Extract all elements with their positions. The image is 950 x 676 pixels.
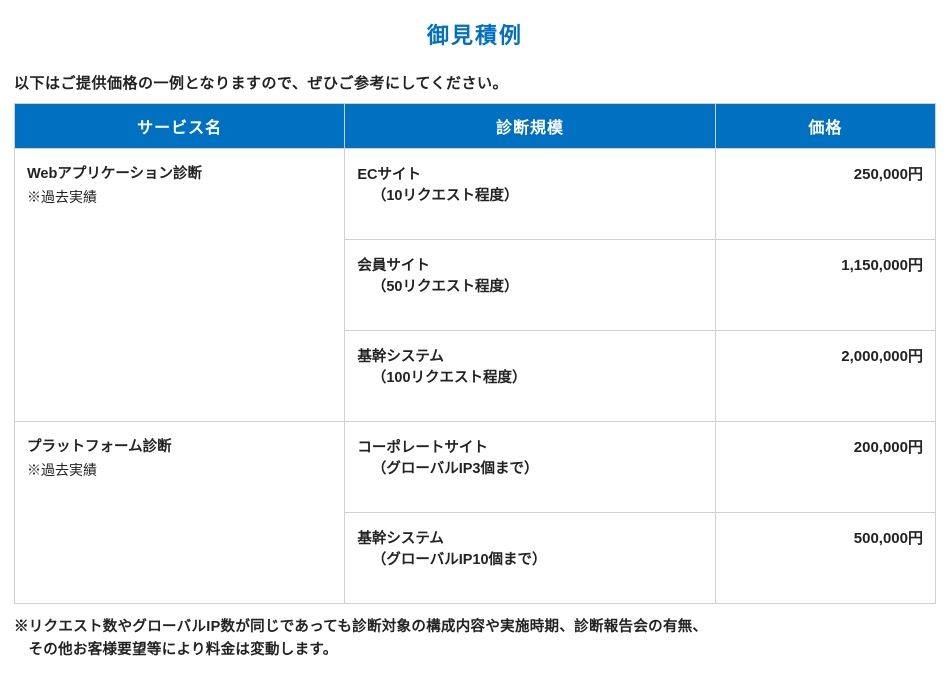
scale-line1: 会員サイト	[357, 254, 702, 275]
price-cell: 2,000,000円	[715, 331, 935, 422]
footnote-line2: その他お客様要望等により料金は変動します。	[14, 642, 338, 658]
price-cell: 250,000円	[715, 149, 935, 240]
col-header-scale: 診断規模	[345, 104, 715, 149]
scale-cell: 会員サイト （50リクエスト程度）	[345, 240, 715, 331]
service-name: Webアプリケーション診断	[27, 166, 202, 182]
scale-cell: 基幹システム （100リクエスト程度）	[345, 331, 715, 422]
scale-line2: （50リクエスト程度）	[357, 275, 702, 296]
pricing-table: サービス名 診断規模 価格 Webアプリケーション診断 ※過去実績 ECサイト …	[14, 103, 936, 604]
table-header-row: サービス名 診断規模 価格	[15, 104, 936, 149]
scale-line2: （グローバルIP10個まで）	[357, 548, 702, 569]
scale-line1: コーポレートサイト	[357, 436, 702, 457]
service-cell: プラットフォーム診断 ※過去実績	[15, 422, 345, 604]
service-name: プラットフォーム診断	[27, 439, 172, 455]
scale-line1: 基幹システム	[357, 527, 702, 548]
price-cell: 500,000円	[715, 513, 935, 604]
col-header-service: サービス名	[15, 104, 345, 149]
table-row: プラットフォーム診断 ※過去実績 コーポレートサイト （グローバルIP3個まで）…	[15, 422, 936, 513]
scale-line1: 基幹システム	[357, 345, 702, 366]
scale-line1: ECサイト	[357, 163, 702, 184]
intro-text: 以下はご提供価格の一例となりますので、ぜひご参考にしてください。	[14, 72, 936, 93]
scale-line2: （10リクエスト程度）	[357, 184, 702, 205]
service-note: ※過去実績	[27, 462, 97, 478]
footnote: ※リクエスト数やグローバルIP数が同じであっても診断対象の構成内容や実施時期、診…	[14, 616, 936, 662]
page-title: 御見積例	[14, 18, 936, 50]
scale-line2: （100リクエスト程度）	[357, 366, 702, 387]
service-note: ※過去実績	[27, 189, 97, 205]
scale-cell: コーポレートサイト （グローバルIP3個まで）	[345, 422, 715, 513]
footnote-line1: ※リクエスト数やグローバルIP数が同じであっても診断対象の構成内容や実施時期、診…	[14, 619, 707, 635]
scale-line2: （グローバルIP3個まで）	[357, 457, 702, 478]
scale-cell: 基幹システム （グローバルIP10個まで）	[345, 513, 715, 604]
table-row: Webアプリケーション診断 ※過去実績 ECサイト （10リクエスト程度） 25…	[15, 149, 936, 240]
scale-cell: ECサイト （10リクエスト程度）	[345, 149, 715, 240]
col-header-price: 価格	[715, 104, 935, 149]
service-cell: Webアプリケーション診断 ※過去実績	[15, 149, 345, 422]
price-cell: 1,150,000円	[715, 240, 935, 331]
price-cell: 200,000円	[715, 422, 935, 513]
